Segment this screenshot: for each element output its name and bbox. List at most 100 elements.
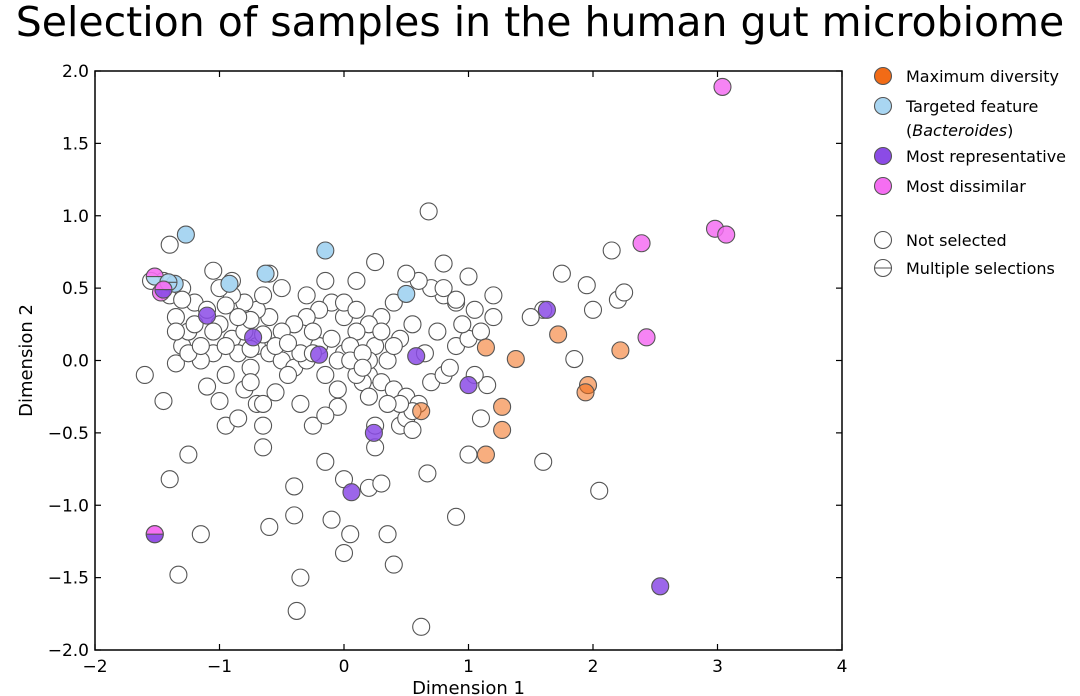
data-point	[210, 391, 229, 411]
data-point	[384, 293, 403, 312]
data-point	[476, 338, 495, 357]
legend-label: Targeted feature	[905, 97, 1038, 116]
data-point	[185, 315, 204, 334]
x-tick-label: −1	[207, 657, 232, 677]
data-point	[260, 517, 279, 537]
data-point	[241, 373, 260, 392]
data-point	[266, 383, 285, 402]
data-point	[434, 254, 453, 273]
data-point	[651, 577, 670, 596]
data-point	[428, 322, 447, 341]
data-point	[254, 286, 273, 305]
data-point	[229, 308, 248, 327]
y-tick-label: 1.0	[62, 207, 89, 227]
data-point	[166, 354, 185, 373]
data-point	[316, 452, 335, 471]
legend-item: Most representative	[873, 146, 1066, 166]
data-point	[440, 358, 459, 377]
legend-label: Most representative	[906, 147, 1066, 166]
data-point	[191, 336, 210, 356]
data-point	[534, 452, 553, 471]
data-point	[453, 315, 472, 334]
data-point	[378, 525, 397, 544]
data-point	[552, 264, 571, 283]
data-point	[179, 445, 198, 464]
data-point	[166, 322, 185, 341]
legend-label: Most dissimilar	[906, 177, 1026, 196]
data-point	[254, 394, 273, 413]
data-point	[615, 283, 634, 302]
legend-marker	[873, 146, 893, 166]
data-point	[577, 276, 596, 295]
y-tick-label: −2.0	[48, 641, 89, 661]
data-point	[493, 397, 512, 416]
data-point	[347, 300, 366, 319]
y-axis-ticks: −2.0 −1.5 −1.0 −0.5 0.0 0.5 1.0 1.5 2.0	[48, 62, 842, 661]
x-tick-label: 2	[588, 657, 599, 677]
data-point	[285, 506, 304, 525]
data-point	[484, 308, 503, 327]
data-point	[216, 296, 235, 315]
data-point	[366, 253, 385, 272]
data-point	[191, 525, 210, 544]
data-point	[372, 474, 391, 493]
data-point	[493, 420, 512, 440]
legend-item: Most dissimilar	[873, 176, 1026, 196]
multi-selection-point	[145, 525, 164, 544]
legend-item: Maximum diversity	[873, 66, 1059, 86]
data-point	[297, 286, 316, 305]
data-point	[602, 241, 621, 260]
data-point	[549, 325, 568, 344]
data-point	[287, 601, 306, 620]
x-axis-label: Dimension 1	[412, 678, 525, 696]
x-tick-label: 4	[837, 657, 848, 677]
data-point	[303, 416, 322, 435]
data-point	[611, 341, 630, 360]
legend-marker	[873, 230, 893, 250]
y-tick-label: −1.0	[48, 496, 89, 516]
multi-selection-point	[154, 280, 173, 299]
series-multiple-selections	[145, 267, 178, 544]
data-points	[135, 77, 736, 636]
data-point	[364, 423, 383, 442]
data-point	[135, 365, 154, 385]
legend: Maximum diversity Targeted feature (Bacter…	[873, 66, 1066, 278]
data-point	[459, 376, 478, 395]
data-point	[216, 365, 235, 385]
x-axis-ticks: −2 −1 0 1 2 3 4	[82, 71, 847, 677]
x-tick-label: 0	[339, 657, 350, 677]
legend-marker	[873, 96, 893, 116]
data-point	[291, 394, 310, 413]
data-point	[334, 543, 354, 563]
data-point	[590, 481, 609, 500]
y-tick-label: 0.0	[62, 352, 89, 372]
legend-item: Multiple selections	[873, 258, 1055, 278]
x-tick-label: 1	[463, 657, 474, 677]
data-point	[372, 322, 391, 341]
data-point	[176, 225, 195, 244]
series-most-representative	[198, 300, 670, 596]
legend-marker	[873, 176, 893, 196]
data-point	[285, 477, 304, 496]
data-point	[565, 350, 584, 369]
data-point	[637, 328, 656, 347]
data-point	[316, 241, 335, 260]
data-point	[322, 329, 341, 348]
data-point	[169, 565, 188, 584]
data-point	[342, 483, 361, 502]
data-point	[220, 274, 239, 293]
data-point	[204, 322, 223, 341]
legend-marker	[873, 66, 893, 86]
legend-item: Targeted feature (Bacteroides)	[873, 96, 1038, 140]
data-point	[256, 264, 275, 283]
data-point	[471, 322, 491, 341]
data-point	[397, 264, 416, 283]
data-point	[412, 617, 431, 636]
data-point	[459, 445, 478, 464]
data-point	[506, 350, 525, 369]
y-tick-label: −0.5	[48, 424, 89, 444]
data-point	[173, 290, 192, 309]
data-point	[347, 271, 366, 290]
data-point	[160, 235, 179, 254]
